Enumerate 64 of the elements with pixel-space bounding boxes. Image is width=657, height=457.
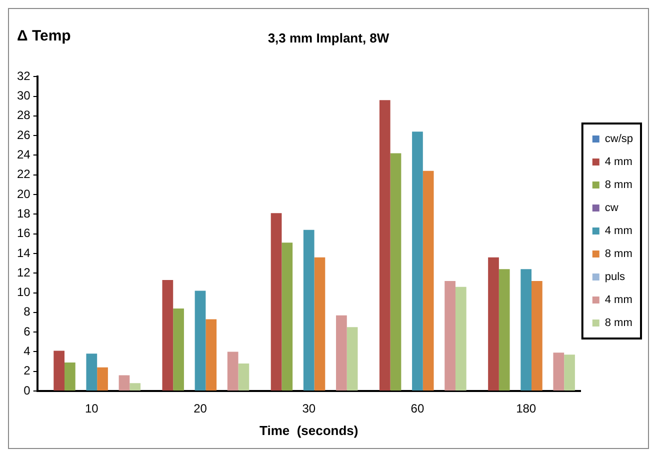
bar — [64, 362, 76, 390]
y-tick-label: 28 — [16, 108, 31, 122]
bar — [412, 132, 423, 390]
legend-label: puls — [604, 271, 626, 284]
bar — [379, 100, 390, 390]
y-tick-label: 4 — [24, 344, 31, 358]
bar — [346, 327, 358, 390]
bar — [303, 230, 314, 390]
y-axis-title: Δ Temp — [17, 28, 71, 45]
bar — [422, 170, 434, 390]
bar — [455, 286, 466, 390]
bar — [97, 367, 108, 390]
y-tick-label: 24 — [16, 148, 31, 162]
x-tick-label: 10 — [84, 402, 99, 416]
chart-title: 3,3 mm Implant, 8W — [268, 30, 390, 46]
legend-label: 8 mm — [604, 248, 632, 260]
bar — [390, 153, 402, 390]
y-tick-label: 30 — [16, 88, 31, 103]
bar — [194, 290, 206, 390]
bar — [86, 354, 98, 390]
y-tick-label: 12 — [16, 265, 31, 280]
bar — [270, 213, 282, 390]
bar — [488, 257, 499, 390]
bar — [118, 375, 130, 390]
bar — [553, 352, 564, 390]
legend-label: 4 mm — [604, 294, 632, 306]
legend-label: cw/sp — [604, 133, 634, 146]
legend-label: 4 mm — [604, 225, 632, 238]
bar — [520, 269, 532, 390]
y-tick-label: 18 — [16, 206, 31, 220]
bar — [444, 280, 456, 390]
bar — [532, 280, 542, 390]
x-tick-label: 60 — [410, 402, 424, 416]
y-tick-label: 26 — [16, 128, 31, 142]
y-tick-label: 32 — [16, 68, 31, 83]
y-tick-label: 2 — [24, 364, 31, 378]
y-tick-label: 10 — [16, 285, 31, 300]
y-tick-label: 20 — [16, 186, 31, 201]
bar — [227, 352, 238, 390]
bar — [54, 350, 64, 390]
x-axis-title: Time (seconds) — [260, 422, 358, 438]
bar — [336, 315, 347, 390]
x-tick-label: 20 — [194, 402, 208, 416]
bar — [498, 269, 510, 390]
y-tick-label: 22 — [16, 167, 31, 182]
bar — [173, 308, 184, 390]
y-tick-label: 16 — [16, 226, 31, 240]
legend-label: 8 mm — [604, 317, 632, 330]
bar — [314, 257, 326, 390]
bar — [206, 319, 217, 390]
y-tick-label: 14 — [16, 246, 31, 260]
bar — [564, 354, 575, 390]
legend-label: 4 mm — [604, 156, 632, 168]
y-tick-label: 6 — [24, 324, 31, 338]
y-tick-label: 0 — [24, 383, 31, 398]
legend-label: cw — [604, 202, 618, 214]
legend-label: 8 mm — [604, 179, 632, 192]
x-tick-label: 180 — [516, 402, 536, 416]
bar — [130, 383, 141, 390]
x-tick-label: 30 — [302, 402, 316, 416]
bar — [282, 242, 293, 390]
bar — [238, 363, 250, 390]
bar — [162, 280, 174, 390]
y-tick-label: 8 — [24, 304, 31, 319]
